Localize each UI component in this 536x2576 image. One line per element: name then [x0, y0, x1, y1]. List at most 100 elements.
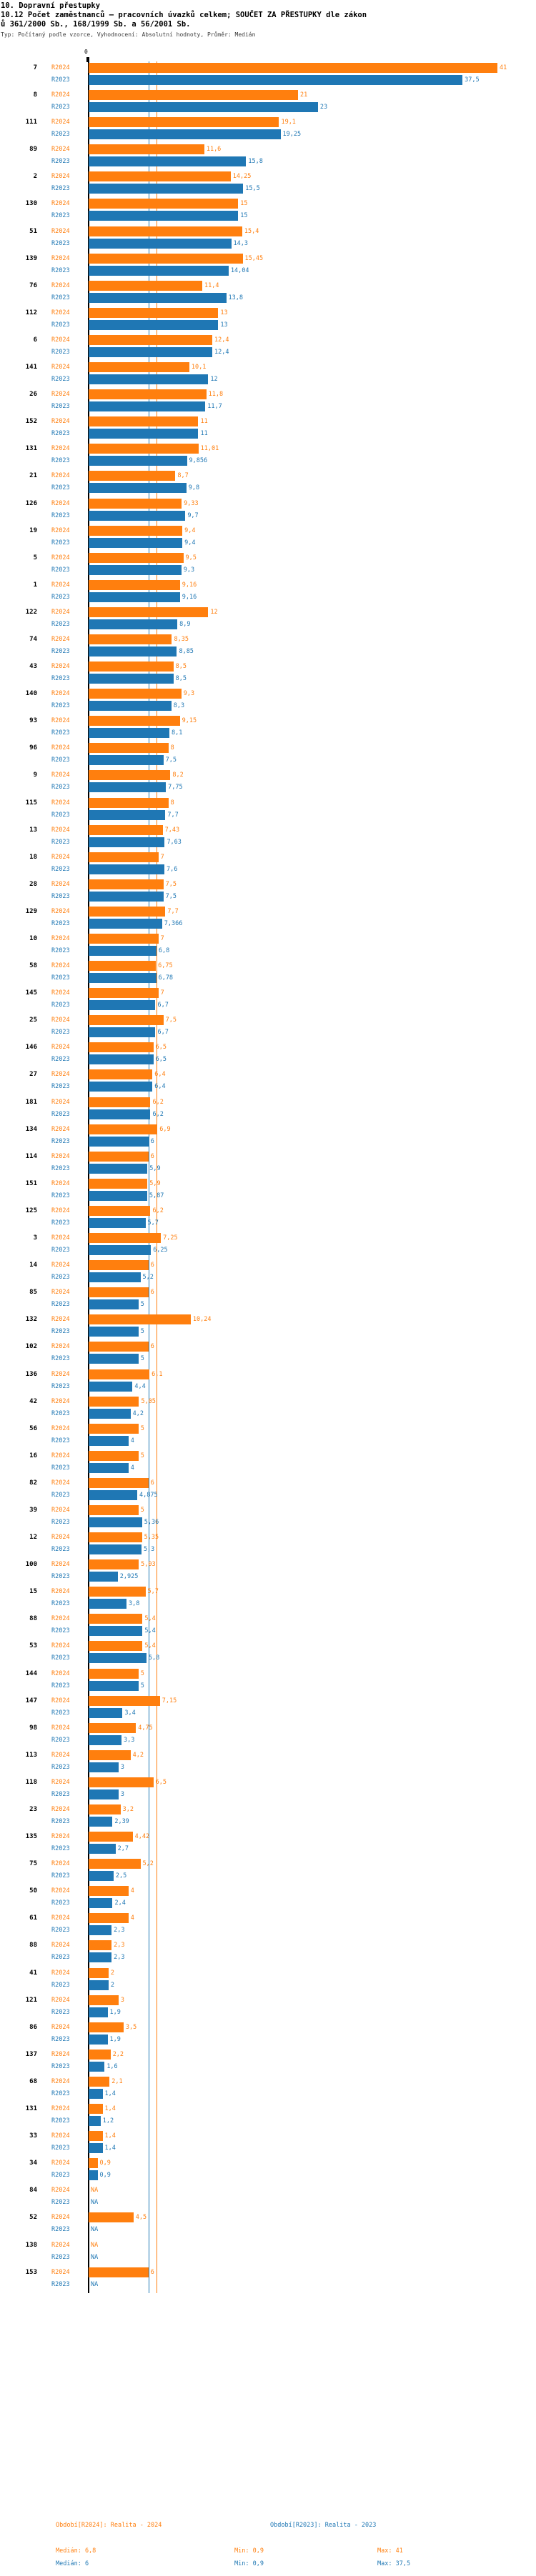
bar-row-2023[interactable]: R2023 5,3 [0, 1544, 536, 1555]
bar-row-2023[interactable]: R2023 23 [0, 102, 536, 113]
bar-row-2024[interactable]: R2024 6,75 [0, 961, 536, 972]
bar-row-2023[interactable]: R2023 3 [0, 1762, 536, 1772]
bar-row-2023[interactable]: R2023 NA [0, 2252, 536, 2262]
bar-2024[interactable] [89, 253, 243, 264]
bar-row-2024[interactable]: R2024 5 [0, 1504, 536, 1515]
bar-2024[interactable] [89, 552, 184, 563]
bar-row-2024[interactable]: R2024 NA [0, 2185, 536, 2195]
bar-2024[interactable] [89, 606, 209, 617]
bar-row-2024[interactable]: R2024 5,4 [0, 1641, 536, 1652]
bar-2024[interactable] [89, 226, 242, 236]
bar-2023[interactable] [89, 591, 180, 602]
bar-row-2023[interactable]: R2023 1,4 [0, 2088, 536, 2099]
bar-2023[interactable] [89, 537, 183, 548]
bar-2023[interactable] [89, 1626, 143, 1637]
bar-row-2023[interactable]: R2023 5 [0, 1680, 536, 1691]
bar-2024[interactable] [89, 2267, 149, 2277]
bar-row-2023[interactable]: R2023 15,8 [0, 156, 536, 167]
bar-2024[interactable] [89, 1504, 139, 1515]
bar-row-2024[interactable]: R2024 7,5 [0, 879, 536, 889]
bar-2023[interactable] [89, 129, 281, 140]
bar-row-2024[interactable]: R2024 3,5 [0, 2022, 536, 2032]
bar-2023[interactable] [89, 2170, 98, 2181]
bar-2023[interactable] [89, 946, 157, 956]
bar-row-2024[interactable]: R2024 6 [0, 1151, 536, 1162]
bar-row-2023[interactable]: R2023 5 [0, 1327, 536, 1337]
bar-2024[interactable] [89, 662, 174, 672]
bar-2023[interactable] [89, 728, 169, 739]
bar-row-2023[interactable]: R2023 5,4 [0, 1626, 536, 1637]
bar-2024[interactable] [89, 1396, 139, 1407]
bar-row-2023[interactable]: R2023 7,366 [0, 918, 536, 929]
bar-row-2024[interactable]: R2024 5,35 [0, 1532, 536, 1543]
bar-2024[interactable] [89, 1097, 151, 1107]
bar-2024[interactable] [89, 1913, 129, 1924]
bar-2024[interactable] [89, 743, 169, 754]
bar-2023[interactable] [89, 701, 172, 712]
bar-2023[interactable] [89, 1653, 147, 1664]
bar-2024[interactable] [89, 2131, 103, 2142]
bar-row-2023[interactable]: R2023 8,1 [0, 728, 536, 739]
bar-row-2024[interactable]: R2024 6 [0, 1260, 536, 1271]
bar-2023[interactable] [89, 1707, 123, 1718]
bar-2023[interactable] [89, 1462, 129, 1473]
bar-row-2023[interactable]: R2023 8,5 [0, 674, 536, 684]
bar-row-2023[interactable]: R2023 7,7 [0, 809, 536, 820]
bar-2023[interactable] [89, 483, 187, 494]
bar-row-2023[interactable]: R2023 9,856 [0, 456, 536, 466]
bar-row-2024[interactable]: R2024 6,2 [0, 1205, 536, 1216]
bar-2023[interactable] [89, 1762, 119, 1772]
bar-2024[interactable] [89, 961, 157, 972]
bar-2023[interactable] [89, 1844, 116, 1854]
bar-row-2023[interactable]: R2023 11 [0, 429, 536, 439]
bar-2024[interactable] [89, 1314, 191, 1325]
bar-2024[interactable] [89, 852, 159, 862]
bar-row-2023[interactable]: R2023 NA [0, 2280, 536, 2290]
bar-row-2024[interactable]: R2024 6 [0, 1342, 536, 1352]
bar-row-2024[interactable]: R2024 6,5 [0, 1042, 536, 1053]
bar-2023[interactable] [89, 973, 157, 984]
bar-row-2024[interactable]: R2024 4 [0, 1886, 536, 1897]
bar-2024[interactable] [89, 1069, 153, 1080]
bar-row-2023[interactable]: R2023 2 [0, 1980, 536, 1990]
bar-row-2024[interactable]: R2024 7 [0, 988, 536, 999]
bar-2024[interactable] [89, 1042, 154, 1053]
bar-row-2024[interactable]: R2024 4,2 [0, 1749, 536, 1760]
bar-row-2023[interactable]: R2023 2,3 [0, 1952, 536, 1963]
bar-2024[interactable] [89, 1178, 148, 1189]
bar-2023[interactable] [89, 2061, 105, 2072]
bar-row-2024[interactable]: R2024 5,7 [0, 1587, 536, 1597]
bar-row-2024[interactable]: R2024 5 [0, 1450, 536, 1461]
bar-row-2023[interactable]: R2023 NA [0, 2197, 536, 2207]
bar-2023[interactable] [89, 674, 174, 684]
bar-2023[interactable] [89, 891, 164, 902]
bar-row-2024[interactable]: R2024 2,2 [0, 2049, 536, 2060]
bar-2024[interactable] [89, 144, 204, 155]
bar-row-2024[interactable]: R2024 4,75 [0, 1722, 536, 1733]
bar-2023[interactable] [89, 1272, 141, 1283]
bar-2024[interactable] [89, 307, 219, 318]
bar-2024[interactable] [89, 117, 279, 128]
bar-row-2024[interactable]: R2024 10,1 [0, 362, 536, 373]
bar-row-2023[interactable]: R2023 7,6 [0, 864, 536, 874]
bar-2024[interactable] [89, 63, 497, 73]
bar-row-2023[interactable]: R2023 5,9 [0, 1163, 536, 1174]
bar-2024[interactable] [89, 2049, 111, 2060]
bar-2024[interactable] [89, 199, 239, 209]
bar-2023[interactable] [89, 1217, 146, 1228]
bar-2024[interactable] [89, 280, 203, 291]
bar-2024[interactable] [89, 1532, 142, 1543]
bar-row-2024[interactable]: R2024 6,2 [0, 1097, 536, 1107]
bar-row-2024[interactable]: R2024 4,42 [0, 1832, 536, 1842]
bar-2024[interactable] [89, 1832, 133, 1842]
bar-row-2024[interactable]: R2024 7,5 [0, 1015, 536, 1026]
bar-2024[interactable] [89, 1967, 109, 1978]
bar-2024[interactable] [89, 1124, 158, 1134]
bar-row-2023[interactable]: R2023 8,3 [0, 701, 536, 712]
bar-row-2023[interactable]: R2023 6,2 [0, 1109, 536, 1119]
bar-row-2024[interactable]: R2024 7,7 [0, 906, 536, 917]
bar-row-2024[interactable]: R2024 2,3 [0, 1940, 536, 1951]
bar-2023[interactable] [89, 1054, 154, 1065]
bar-2023[interactable] [89, 1163, 148, 1174]
bar-2023[interactable] [89, 1027, 156, 1038]
